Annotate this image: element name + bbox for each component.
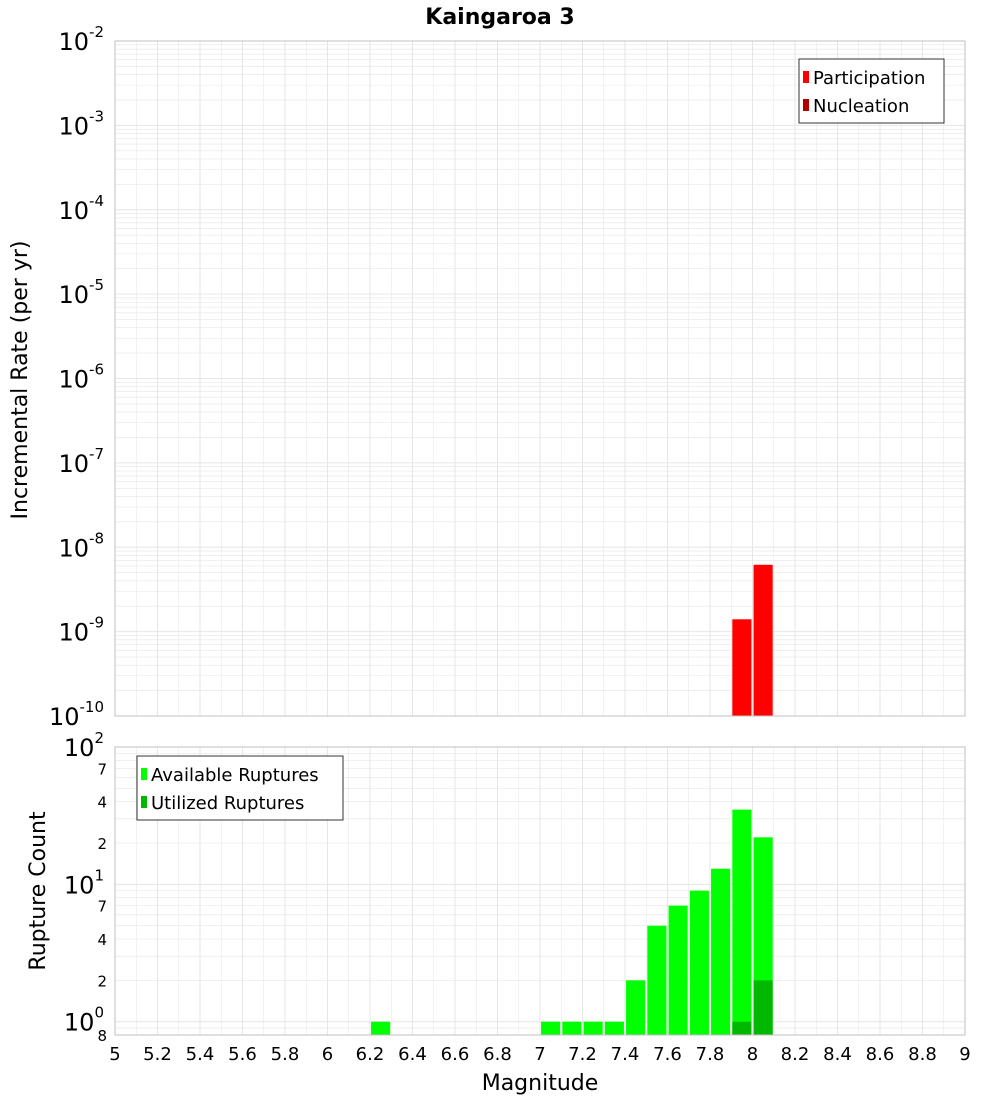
bottom-y-axis-label: Rupture Count bbox=[26, 811, 51, 971]
top-y-tick-label: 10-10 bbox=[49, 698, 104, 731]
top-legend-swatch bbox=[803, 99, 809, 111]
rupture-bar bbox=[647, 925, 667, 1035]
rupture-bar bbox=[626, 980, 646, 1035]
x-tick-label: 8 bbox=[747, 1044, 758, 1065]
x-tick-label: 5.4 bbox=[186, 1044, 215, 1065]
top-y-tick-labels: 10-10 10-9 10-8 10-7 10-6 10-5 10-4 10-3 10-2 bbox=[49, 23, 104, 731]
bottom-panel: 100 101 102 8 2 4 7 2 4 7 5 5.2 5.4 5.6 5.8 6 6.2 6.4 6.6… bbox=[26, 729, 971, 1096]
top-panel: 10-10 10-9 10-8 10-7 10-6 10-5 10-4 10-3 10-2 In… bbox=[8, 23, 966, 731]
rupture-bar bbox=[371, 1021, 391, 1035]
bottom-y-tick-label: 100 bbox=[64, 1004, 104, 1037]
x-tick-label: 8.2 bbox=[781, 1044, 810, 1065]
bottom-legend-label: Utilized Ruptures bbox=[151, 793, 304, 814]
x-tick-label: 6.6 bbox=[441, 1044, 470, 1065]
x-tick-labels: 5 5.2 5.4 5.6 5.8 6 6.2 6.4 6.6 6.8 7 7.2 7.4 7.6 7.8 8… bbox=[109, 1044, 970, 1065]
participation-bar bbox=[753, 564, 773, 716]
top-y-tick-label: 10-8 bbox=[58, 529, 104, 562]
top-bars bbox=[732, 564, 773, 716]
bottom-y-minor-tick-label: 7 bbox=[97, 898, 107, 916]
bottom-y-tick-labels: 100 101 102 8 2 4 7 2 4 7 bbox=[64, 729, 107, 1045]
top-y-tick-label: 10-2 bbox=[58, 23, 104, 56]
rupture-bar bbox=[753, 980, 773, 1035]
rupture-bar bbox=[562, 1021, 582, 1035]
bottom-legend-box bbox=[136, 755, 344, 821]
x-tick-label: 5.2 bbox=[143, 1044, 172, 1065]
rupture-bar bbox=[583, 1021, 603, 1035]
bottom-legend: Available Ruptures Utilized Ruptures bbox=[136, 755, 344, 821]
rupture-bar bbox=[711, 868, 731, 1035]
x-tick-label: 8.6 bbox=[866, 1044, 895, 1065]
x-tick-label: 6.4 bbox=[398, 1044, 427, 1065]
x-tick-label: 7.4 bbox=[611, 1044, 640, 1065]
top-legend-swatch bbox=[803, 71, 809, 83]
x-tick-label: 6.2 bbox=[356, 1044, 385, 1065]
x-tick-label: 5 bbox=[109, 1044, 120, 1065]
bottom-legend-swatch bbox=[141, 796, 147, 808]
top-y-tick-label: 10-5 bbox=[58, 276, 104, 309]
rupture-bar bbox=[732, 809, 752, 1035]
x-tick-label: 6.8 bbox=[483, 1044, 512, 1065]
bottom-y-minor-tick-label: 2 bbox=[97, 972, 107, 990]
top-legend-label: Participation bbox=[813, 68, 925, 89]
top-y-tick-label: 10-3 bbox=[58, 107, 104, 140]
top-legend-label: Nucleation bbox=[813, 96, 909, 117]
top-legend: Participation Nucleation bbox=[798, 58, 945, 124]
top-y-tick-label: 10-7 bbox=[58, 445, 104, 478]
x-tick-label: 7.8 bbox=[696, 1044, 725, 1065]
x-tick-label: 5.6 bbox=[228, 1044, 257, 1065]
top-y-tick-label: 10-6 bbox=[58, 361, 104, 394]
bottom-y-tick-label: 101 bbox=[64, 866, 104, 899]
rupture-bar bbox=[689, 890, 709, 1035]
x-tick-label: 7.2 bbox=[568, 1044, 597, 1065]
top-plot-frame bbox=[114, 40, 966, 717]
top-y-axis-label: Incremental Rate (per yr) bbox=[8, 241, 33, 520]
rupture-bar bbox=[541, 1021, 561, 1035]
chart-title: Kaingaroa 3 bbox=[425, 5, 574, 30]
x-tick-label: 7 bbox=[534, 1044, 545, 1065]
x-tick-label: 7.6 bbox=[653, 1044, 682, 1065]
x-tick-label: 9 bbox=[959, 1044, 970, 1065]
bottom-y-minor-tick-label: 8 bbox=[97, 1027, 107, 1045]
top-legend-box bbox=[798, 58, 945, 124]
x-tick-label: 8.4 bbox=[823, 1044, 852, 1065]
bottom-plot-frame bbox=[114, 746, 966, 1036]
bottom-y-tick-label: 102 bbox=[64, 729, 104, 762]
bottom-y-minor-tick-label: 7 bbox=[97, 760, 107, 778]
x-tick-label: 6 bbox=[322, 1044, 333, 1065]
rupture-bar bbox=[668, 905, 688, 1035]
x-tick-label: 8.8 bbox=[908, 1044, 937, 1065]
bottom-legend-swatch bbox=[141, 768, 147, 780]
x-tick-label: 5.8 bbox=[271, 1044, 300, 1065]
bottom-y-minor-tick-label: 4 bbox=[97, 931, 107, 949]
bottom-y-minor-tick-label: 2 bbox=[97, 835, 107, 853]
x-axis-label: Magnitude bbox=[482, 1071, 599, 1096]
bottom-legend-label: Available Ruptures bbox=[151, 765, 319, 786]
bottom-y-minor-tick-label: 4 bbox=[97, 794, 107, 812]
top-grid bbox=[114, 40, 966, 717]
top-y-tick-label: 10-4 bbox=[58, 192, 104, 225]
bottom-bars bbox=[371, 809, 773, 1035]
participation-bar bbox=[732, 619, 752, 716]
rupture-bar bbox=[732, 1021, 752, 1035]
rupture-bar bbox=[604, 1021, 624, 1035]
top-y-tick-label: 10-9 bbox=[58, 614, 104, 647]
